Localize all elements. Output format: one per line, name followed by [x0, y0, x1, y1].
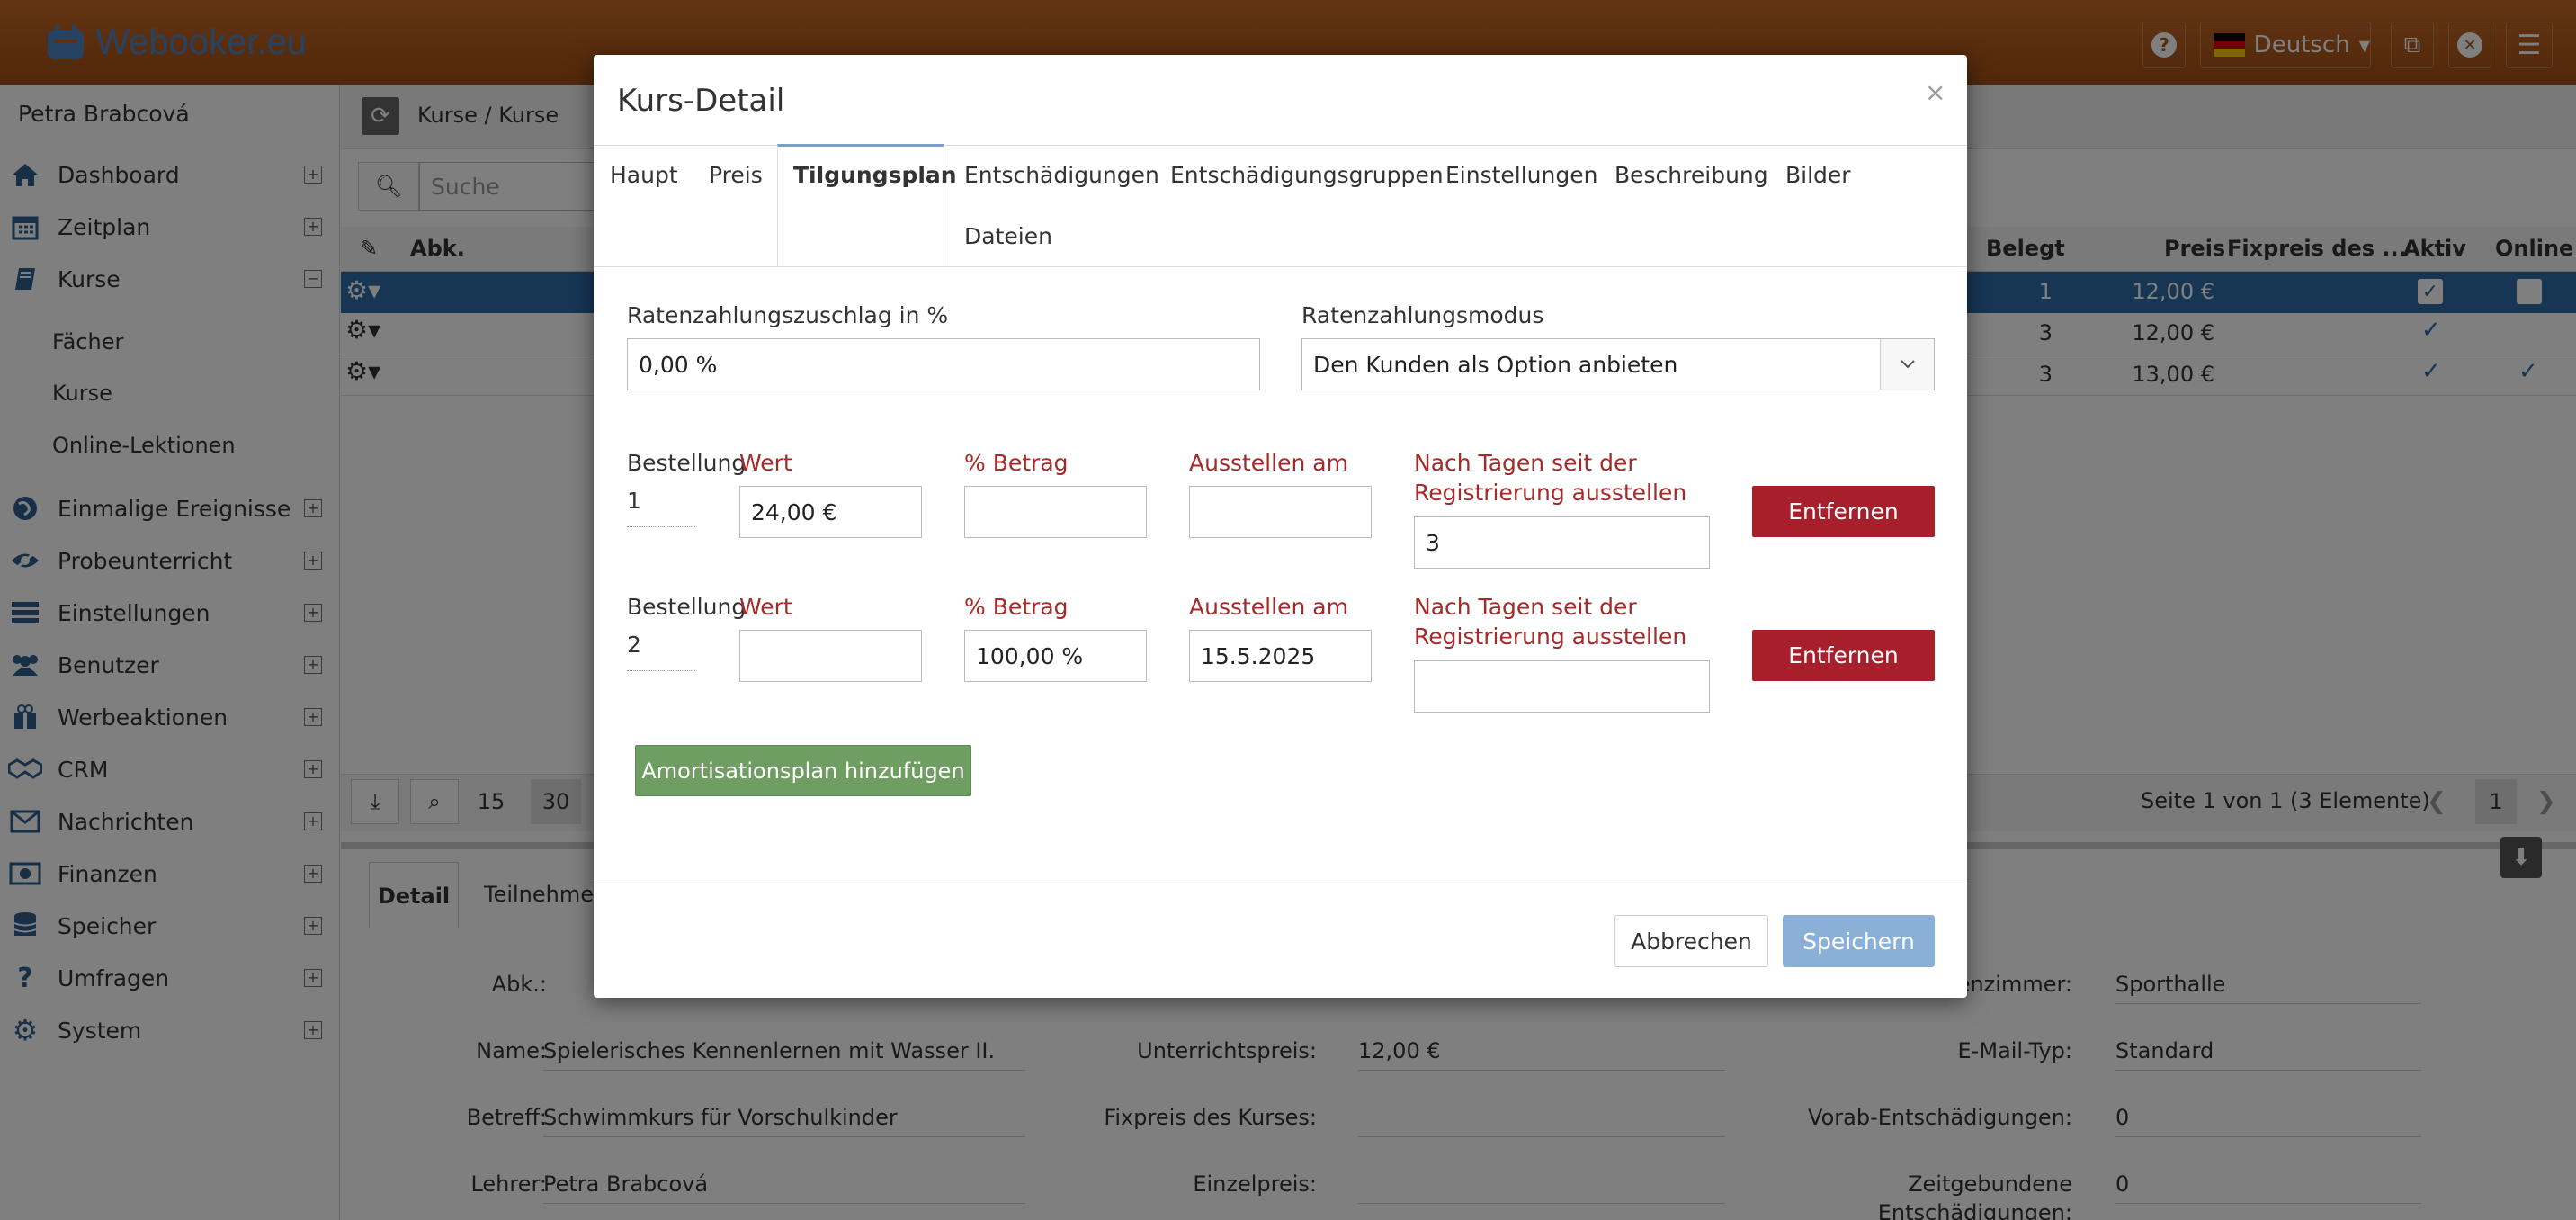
- tabs-top-border: [594, 145, 1967, 146]
- tab-entschaedigungen[interactable]: Entschädigungen: [964, 162, 1159, 188]
- order-number: 2: [627, 632, 695, 671]
- days-label-line1: Nach Tagen seit der: [1414, 450, 1637, 476]
- remove-button[interactable]: Entfernen: [1752, 486, 1935, 537]
- percent-label: % Betrag: [964, 594, 1069, 620]
- issue-date-input[interactable]: [1189, 486, 1372, 538]
- tab-beschreibung[interactable]: Beschreibung: [1614, 162, 1768, 188]
- tabs-bottom-border: [594, 266, 1967, 267]
- issue-date-label: Ausstellen am: [1189, 594, 1348, 620]
- order-label: Bestellung: [627, 450, 747, 476]
- tab-dateien[interactable]: Dateien: [964, 223, 1052, 249]
- tab-bilder[interactable]: Bilder: [1785, 162, 1851, 188]
- value-label: Wert: [739, 450, 792, 476]
- add-amortisation-plan-button[interactable]: Amortisationsplan hinzufügen: [635, 745, 971, 796]
- chevron-down-icon[interactable]: [1880, 339, 1934, 390]
- mode-select-value: Den Kunden als Option anbieten: [1313, 351, 1678, 378]
- tab-entschaedigungsgruppen[interactable]: Entschädigungsgruppen: [1170, 162, 1444, 188]
- issue-date-label: Ausstellen am: [1189, 450, 1348, 476]
- value-label: Wert: [739, 594, 792, 620]
- surcharge-label: Ratenzahlungszuschlag in %: [627, 302, 949, 328]
- percent-input[interactable]: 100,00 %: [964, 630, 1147, 682]
- percent-label: % Betrag: [964, 450, 1069, 476]
- close-icon[interactable]: ×: [1925, 77, 1946, 107]
- mode-select[interactable]: Den Kunden als Option anbieten: [1301, 338, 1935, 390]
- tab-tilgungsplan[interactable]: Tilgungsplan: [793, 162, 957, 188]
- remove-button[interactable]: Entfernen: [1752, 630, 1935, 681]
- tab-preis[interactable]: Preis: [709, 162, 763, 188]
- surcharge-input[interactable]: 0,00 %: [627, 338, 1260, 390]
- days-input[interactable]: 3: [1414, 516, 1710, 569]
- days-label-line2: Registrierung ausstellen: [1414, 480, 1687, 506]
- active-tab-frame: [777, 144, 944, 266]
- tab-einstellungen[interactable]: Einstellungen: [1445, 162, 1598, 188]
- days-label-line2: Registrierung ausstellen: [1414, 623, 1687, 650]
- modal-title: Kurs-Detail: [617, 83, 785, 119]
- value-input[interactable]: 24,00 €: [739, 486, 922, 538]
- order-label: Bestellung: [627, 594, 747, 620]
- tab-haupt[interactable]: Haupt: [610, 162, 678, 188]
- cancel-button[interactable]: Abbrechen: [1614, 915, 1768, 967]
- issue-date-input[interactable]: 15.5.2025: [1189, 630, 1372, 682]
- percent-input[interactable]: [964, 486, 1147, 538]
- days-label-line1: Nach Tagen seit der: [1414, 594, 1637, 620]
- value-input[interactable]: [739, 630, 922, 682]
- mode-label: Ratenzahlungsmodus: [1301, 302, 1544, 328]
- save-button[interactable]: Speichern: [1783, 915, 1935, 967]
- days-input[interactable]: [1414, 660, 1710, 713]
- order-number: 1: [627, 488, 695, 527]
